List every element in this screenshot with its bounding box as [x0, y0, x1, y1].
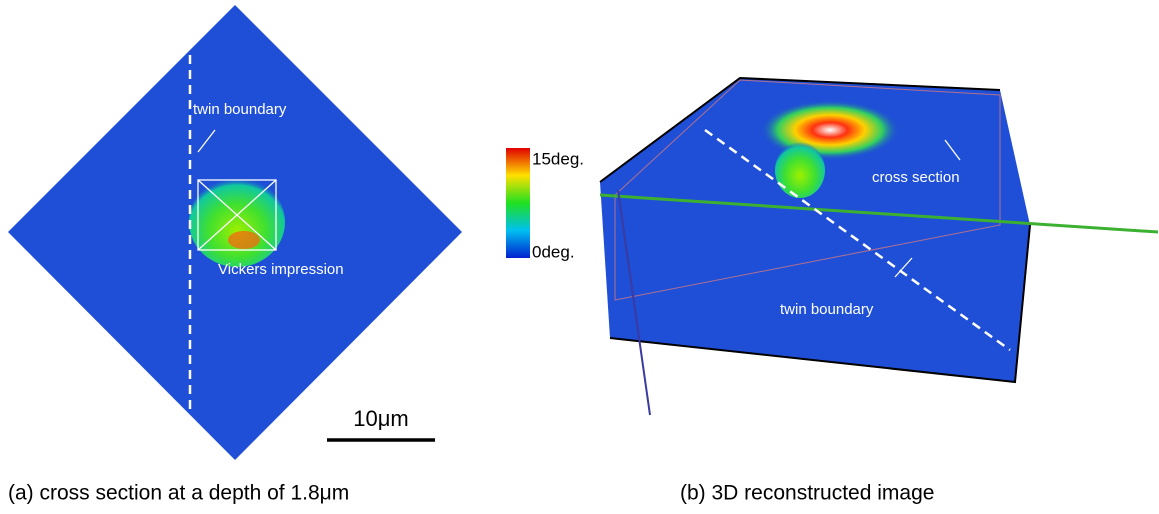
scale-label: 10μm [353, 406, 408, 431]
colorbar-max: 15deg. [532, 149, 584, 168]
hot-region [775, 142, 825, 198]
label: Vickers impression [218, 261, 344, 278]
label: twin boundary [780, 301, 874, 318]
colorbar-min: 0deg. [532, 242, 575, 261]
label: cross section [872, 169, 960, 186]
panel-a: twin boundary Vickers impression 10μm (a… [8, 5, 462, 505]
figure: twin boundary Vickers impression 10μm (a… [0, 0, 1159, 509]
caption: (b) 3D reconstructed image [680, 482, 934, 505]
hot-region [189, 177, 285, 267]
label: twin boundary [193, 101, 287, 118]
colorbar-gradient [506, 148, 530, 258]
hot-region [760, 100, 900, 160]
hot-spot [228, 231, 260, 249]
colorbar: 15deg. 0deg. [506, 148, 584, 261]
panel-b: cross section twin boundary (b) 3D recon… [600, 78, 1158, 505]
caption: (a) cross section at a depth of 1.8μm [8, 482, 349, 505]
